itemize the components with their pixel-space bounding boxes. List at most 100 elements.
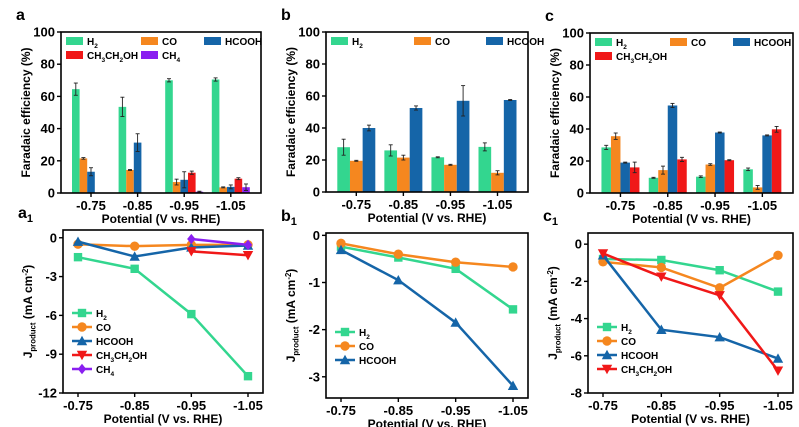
legend-label: HCOOH [359, 356, 396, 367]
line-CH3CH2OH [602, 252, 779, 372]
bar-CO [79, 158, 88, 193]
bar-H2 [696, 176, 706, 193]
point-H2 [243, 371, 253, 381]
bar-CO [658, 170, 668, 193]
x-tick-label: -1.05 [763, 398, 793, 413]
point-CO [450, 257, 461, 267]
x-tick-label: -0.85 [123, 198, 153, 213]
bar-CH3CH2OH [188, 172, 196, 193]
bar-H2 [478, 146, 492, 192]
x-axis-label: Potential (V vs. RHE) [368, 417, 487, 427]
panel-label: b1 [281, 208, 297, 228]
legend-label: HCOOH [754, 38, 791, 49]
x-axis-label: Potential (V vs. RHE) [632, 212, 751, 226]
legend-label: H2 [87, 37, 98, 50]
bar-CO [172, 182, 181, 193]
bar-CH3CH2OH [724, 160, 735, 193]
bar-HCOOH [227, 186, 235, 193]
legend-label: HCOOH [96, 337, 133, 348]
plot-frame [587, 232, 794, 394]
y-tick-label: 80 [41, 57, 55, 72]
plot-frame [60, 31, 262, 194]
panel-b: b 0 20 40 60 80 100 -0.75 -0.85 -0.95 -1.05Potenti… [281, 7, 544, 225]
point-CH3CH2OH [656, 272, 667, 282]
y-axis-label: Faradaic efficiency (%) [19, 47, 33, 177]
bar-H2 [601, 147, 611, 193]
line-CH3CH2OH [191, 250, 249, 257]
legend-label: CH3CH2OH [616, 52, 667, 65]
plot-frame [325, 232, 529, 399]
y-tick-label: 40 [570, 122, 584, 137]
y-tick-label: 60 [41, 89, 55, 104]
legend-label: H2 [359, 328, 370, 341]
panel-label: c [545, 8, 554, 25]
plot-frame [589, 32, 794, 194]
point-H2 [508, 305, 518, 314]
bar-H2 [648, 177, 659, 193]
point-CO [129, 241, 140, 251]
x-tick-label: -0.95 [705, 398, 735, 413]
panel-c1: c1 0 -2 -4 -6 -8 -0.75 -0.85 -0.95 -1.05 Potential… [543, 208, 794, 426]
legend-swatch-H2 [595, 38, 612, 46]
legend-label: HCOOH [225, 37, 262, 48]
x-tick-label: -1.05 [216, 198, 246, 213]
legend-label: CH3CH2OH [87, 51, 138, 64]
bar-HCOOH [362, 128, 376, 192]
y-axis-label: Jproduct (mA cm-2) [284, 269, 301, 363]
y-tick-label: 80 [306, 57, 320, 72]
legend-label: CH3CH2OH [621, 365, 672, 378]
point-HCOOH [507, 380, 519, 390]
y-axis-label: Jproduct (mA cm-2) [546, 266, 563, 360]
line-H2 [77, 255, 249, 378]
point-H2 [451, 264, 460, 274]
plot-frame [325, 31, 529, 193]
point-CH3CH2OH [772, 366, 784, 376]
x-tick-label: -0.95 [169, 198, 199, 213]
point-HCOOH [393, 274, 404, 285]
legend-swatch-CO [141, 37, 158, 45]
legend-swatch-HCOOH [204, 37, 221, 45]
x-tick-label: -0.95 [436, 197, 466, 212]
bar-HCOOH [715, 132, 725, 193]
point-HCOOH [656, 324, 667, 334]
point-CO [393, 249, 404, 259]
y-tick-label: -6 [570, 348, 582, 363]
legend-label: CH4 [96, 365, 114, 378]
y-tick-label: -2 [570, 274, 582, 289]
y-tick-label: 0 [48, 186, 55, 201]
bar-CH3CH2OH [677, 159, 687, 193]
legend-label: H2 [352, 37, 363, 50]
point-CH4 [243, 239, 253, 251]
y-tick-label: -1 [308, 275, 320, 290]
bar-H2 [118, 106, 127, 193]
y-tick-label: -6 [45, 308, 57, 323]
point-CH4 [187, 233, 196, 245]
point-CO [656, 262, 667, 273]
bar-CO [610, 136, 621, 193]
bar-H2 [743, 169, 753, 193]
legend-swatch-CO [414, 37, 431, 45]
x-axis-label: Potential (V vs. RHE) [368, 211, 487, 225]
bar-HCOOH [409, 108, 423, 192]
point-CO [508, 262, 518, 272]
y-tick-label: 40 [306, 121, 320, 136]
bar-CH3CH2OH [629, 167, 640, 193]
y-tick-label: 20 [570, 154, 584, 169]
bar-CH3CH2OH [234, 178, 243, 193]
y-tick-label: 0 [577, 186, 584, 201]
panel-label: a [16, 7, 25, 24]
bar-H2 [384, 150, 398, 192]
bar-HCOOH [503, 100, 517, 192]
legend-swatch-CH4 [141, 51, 158, 59]
bar-CO [752, 187, 763, 193]
point-CH3CH2OH [597, 249, 609, 259]
legend-swatch-CH3CH2OH [595, 52, 612, 60]
legend-swatch-CH3CH2OH [66, 51, 83, 59]
legend-marker-CH4 [77, 363, 87, 375]
point-H2 [657, 255, 666, 265]
legend-swatch-CO [670, 38, 687, 46]
point-H2 [715, 266, 724, 275]
point-HCOOH [72, 236, 84, 246]
legend-marker-CO [340, 341, 350, 351]
point-HCOOH [714, 331, 725, 342]
